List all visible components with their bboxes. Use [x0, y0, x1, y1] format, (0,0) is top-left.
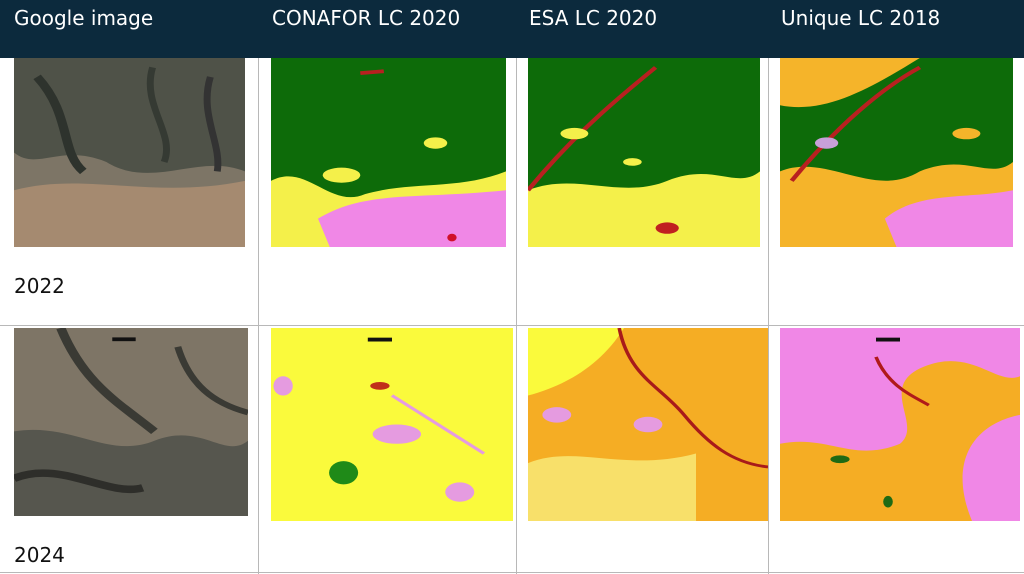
- column-header: Unique LC 2018: [781, 6, 941, 30]
- column-header: Google image: [14, 6, 154, 30]
- land-cover-map: [528, 328, 768, 521]
- column-divider: [516, 58, 517, 574]
- land-cover-map: [271, 328, 513, 521]
- column-header: ESA LC 2020: [529, 6, 658, 30]
- land-cover-map: [528, 58, 760, 247]
- column-header: CONAFOR LC 2020: [272, 6, 461, 30]
- column-divider: [258, 58, 259, 574]
- satellite-image: [14, 58, 245, 247]
- year-label: 2024: [14, 543, 65, 567]
- row-divider: [0, 325, 1024, 326]
- land-cover-map: [780, 58, 1013, 247]
- satellite-image: [14, 328, 248, 516]
- land-cover-map: [780, 328, 1020, 521]
- column-divider: [768, 58, 769, 574]
- land-cover-map: [271, 58, 506, 247]
- year-label: 2022: [14, 274, 65, 298]
- row-divider: [0, 572, 1024, 573]
- header-bar: Google image CONAFOR LC 2020 ESA LC 2020…: [0, 0, 1024, 58]
